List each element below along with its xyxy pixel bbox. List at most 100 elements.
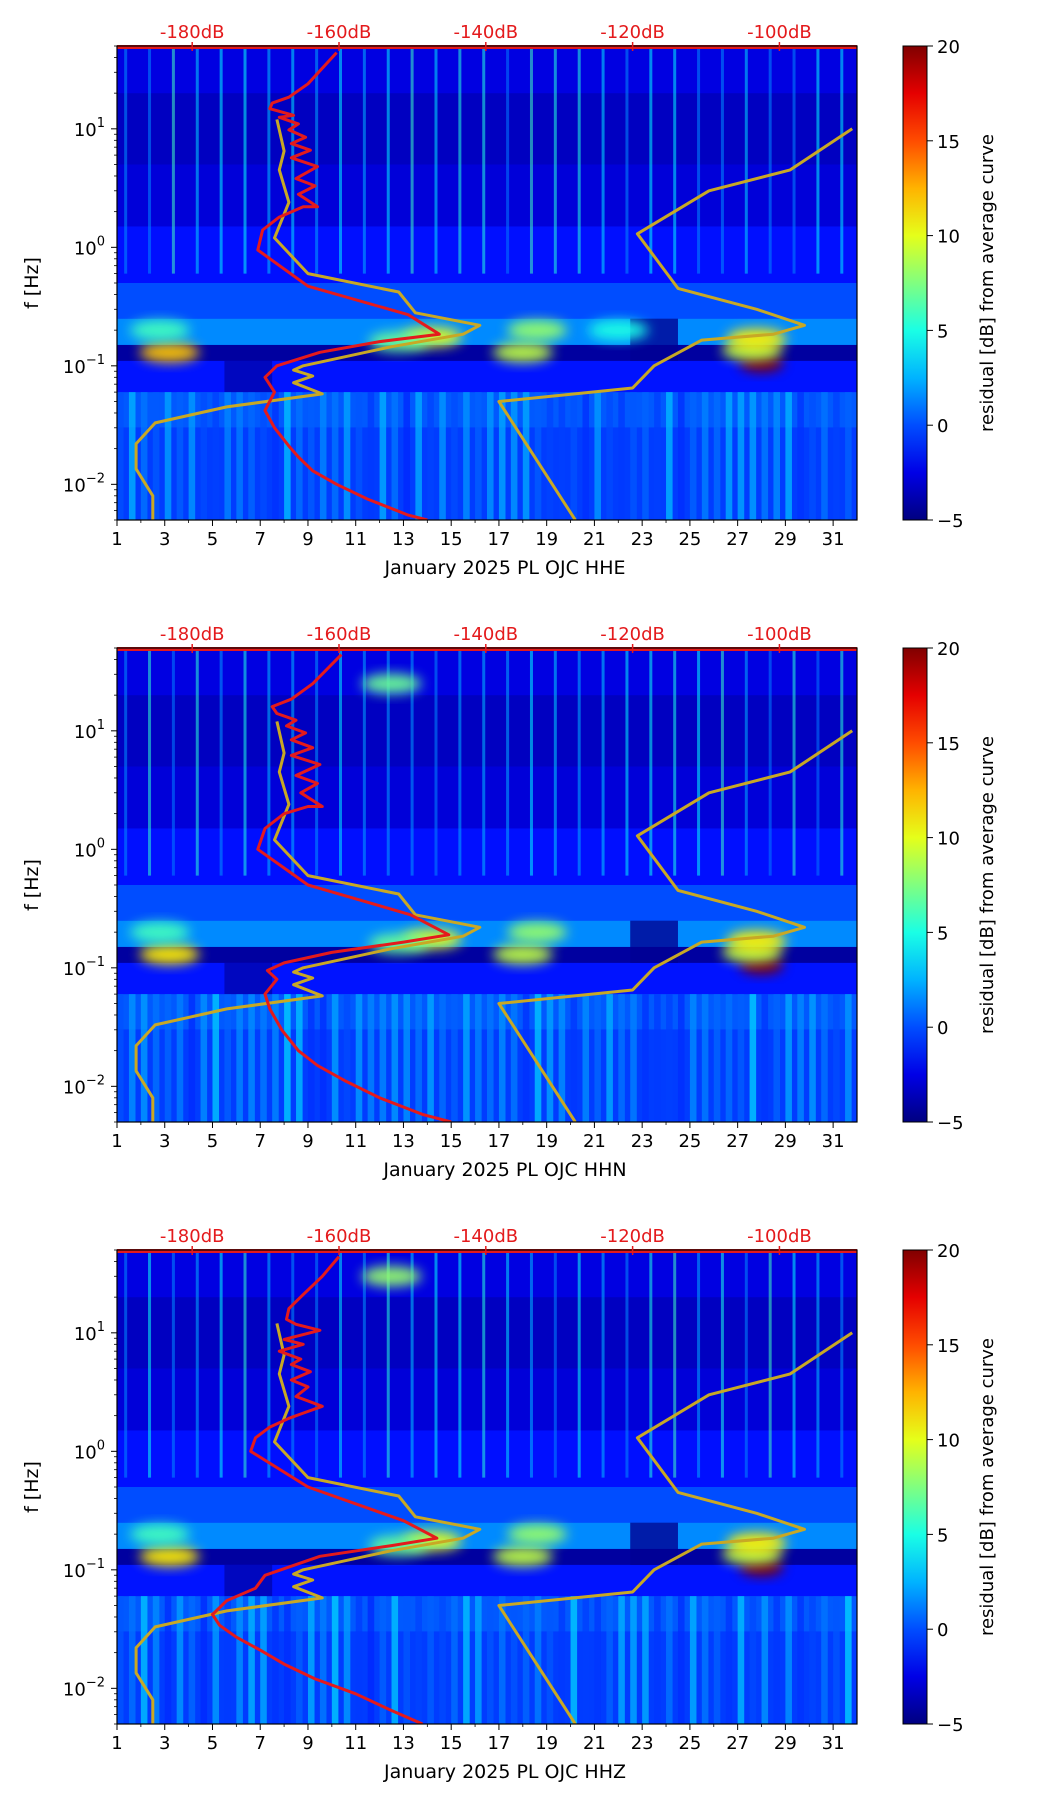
heatmap-streak (606, 1596, 613, 1724)
heatmap-streak (236, 392, 243, 520)
heatmap-streak (386, 46, 390, 274)
heatmap-streak (260, 994, 267, 1122)
heatmap-streak (117, 392, 124, 520)
heatmap-streak (410, 1250, 414, 1478)
heatmap-streak (391, 392, 399, 520)
heatmap-band (117, 226, 857, 283)
heatmap-band (117, 1250, 857, 1298)
heatmap-streak (367, 392, 375, 520)
colorbar (902, 1249, 928, 1725)
heatmap-streak (744, 46, 748, 274)
heatmap-streak (403, 392, 411, 520)
heatmap-streak (260, 1596, 267, 1724)
x-tick-label: 19 (535, 1131, 558, 1152)
colorbar-tick-label: 0 (937, 416, 948, 437)
heatmap-streak (458, 46, 462, 274)
y-tick-label: 100 (74, 836, 105, 861)
heatmap-streak (427, 1596, 434, 1724)
heatmap-streak (152, 994, 160, 1122)
heatmap-band (117, 164, 857, 227)
heatmap-streak (697, 46, 701, 274)
heatmap-band (117, 695, 857, 767)
heatmap-streak (601, 46, 605, 274)
x-tick-label: 23 (631, 529, 654, 550)
colorbar-tick-label: 20 (937, 1241, 960, 1262)
heatmap-streak (642, 1596, 649, 1724)
heatmap-streak (744, 1250, 748, 1478)
heatmap-streak (529, 46, 533, 274)
heatmap-streak (737, 1596, 745, 1724)
heatmap-streak (343, 392, 351, 520)
heatmap-hotspot (507, 320, 568, 341)
red-noise-curve (256, 653, 452, 1122)
heatmap-streak (248, 1596, 255, 1724)
heatmap-streak (792, 46, 796, 274)
heatmap-streak (128, 994, 136, 1122)
heatmap-streak (195, 648, 199, 876)
heatmap-band (117, 885, 857, 921)
heatmap-streak (391, 1596, 399, 1724)
heatmap-streak (673, 648, 677, 876)
colorbar-tick-label: 10 (937, 1431, 960, 1452)
heatmap-streak (713, 1596, 721, 1724)
x-tick-label: 25 (678, 1733, 701, 1754)
heatmap-streak (487, 1596, 494, 1724)
heatmap-hotspot (507, 1524, 568, 1545)
heatmap-streak (506, 46, 510, 274)
heatmap-streak (821, 1596, 828, 1724)
heatmap-streak (522, 392, 530, 520)
x-tick-label: 3 (159, 529, 170, 550)
x-tick-label: 3 (159, 1131, 170, 1152)
heatmap-streak (601, 1250, 605, 1478)
x-tick-label: 9 (302, 1131, 313, 1152)
heatmap-streak (415, 994, 422, 1122)
colorbar-tick-label: 10 (937, 227, 960, 248)
heatmap-streak (171, 1250, 175, 1478)
heatmap-streak (570, 1596, 578, 1724)
heatmap-streak (140, 994, 148, 1122)
heatmap-streak (391, 994, 399, 1122)
heatmap-streak (140, 1596, 148, 1724)
colorbar-tick-label: 0 (937, 1018, 948, 1039)
top-tick-label: -160dB (307, 1226, 372, 1247)
top-tick-label: -180dB (160, 1226, 225, 1247)
heatmap-streak (272, 392, 279, 520)
heatmap-streak (267, 46, 271, 274)
heatmap-streak (534, 994, 542, 1122)
heatmap-streak (367, 994, 375, 1122)
heatmap-streak (625, 1250, 629, 1478)
x-tick-label: 15 (440, 1733, 463, 1754)
heatmap-streak (434, 46, 438, 274)
heatmap-streak (654, 1596, 661, 1724)
heatmap-streak (415, 392, 422, 520)
y-tick-label: 101 (74, 1320, 105, 1345)
heatmap-streak (809, 392, 816, 520)
heatmap-streak (451, 994, 458, 1122)
heatmap-streak (379, 994, 387, 1122)
heatmap-streak (713, 392, 721, 520)
heatmap-streak (761, 392, 769, 520)
heatmap-streak (296, 994, 303, 1122)
heatmap-quiet-region (630, 920, 678, 963)
heatmap-streak (625, 46, 629, 274)
heatmap-streak (148, 648, 152, 876)
heatmap-streak (630, 392, 637, 520)
heatmap-streak (124, 46, 128, 274)
top-tick-label: -140dB (453, 22, 518, 43)
top-tick-label: -120dB (600, 1226, 665, 1247)
heatmap-streak (833, 392, 840, 520)
heatmap-streak (792, 1250, 796, 1478)
heatmap-band (117, 1297, 857, 1369)
heatmap-hotspot (129, 320, 190, 341)
heatmap-streak (529, 648, 533, 876)
heatmap-streak (451, 1596, 458, 1724)
x-tick-label: 11 (344, 529, 367, 550)
heatmap-band (117, 1368, 857, 1431)
heatmap-streak (697, 648, 701, 876)
heatmap-streak (498, 994, 506, 1122)
heatmap-streak (224, 392, 231, 520)
heatmap-streak (749, 392, 757, 520)
x-tick-label: 25 (678, 529, 701, 550)
y-tick-label: 10−2 (63, 471, 105, 496)
y-tick-label: 10−2 (63, 1073, 105, 1098)
